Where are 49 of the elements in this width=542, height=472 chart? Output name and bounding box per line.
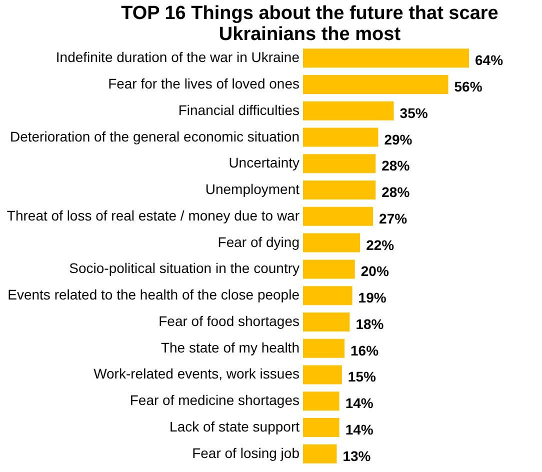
y-tick-label: Indefinite duration of the war in Ukraine xyxy=(56,49,300,66)
bar xyxy=(303,365,342,384)
y-tick-label: Deterioration of the general economic situation xyxy=(10,128,300,144)
data-label: 16% xyxy=(350,342,380,358)
data-label: 27% xyxy=(379,210,408,226)
y-tick-label: Uncertainty xyxy=(228,154,300,171)
y-tick-label: Fear of losing job xyxy=(192,444,300,461)
y-tick-label: Unemployment xyxy=(205,181,300,198)
y-tick-label: Financial difficulties xyxy=(178,102,300,118)
data-label: 35% xyxy=(400,104,428,121)
bar xyxy=(303,48,469,68)
bar xyxy=(303,260,355,279)
bar xyxy=(303,444,337,464)
bar xyxy=(303,75,448,94)
data-label: 29% xyxy=(384,131,413,148)
data-label: 15% xyxy=(348,368,376,385)
chart-title: TOP 16 Things about the future that scare Ukrainians the most xyxy=(121,3,498,45)
y-tick-label: Threat of loss of real estate / money due to war xyxy=(6,207,300,224)
data-label: 14% xyxy=(345,421,374,438)
bar xyxy=(303,392,340,411)
data-label: 64% xyxy=(475,52,504,68)
y-tick-label: Fear of dying xyxy=(218,234,300,250)
bar xyxy=(303,418,340,437)
y-tick-label: Fear of food shortages xyxy=(158,312,300,329)
y-tick-label: The state of my health xyxy=(160,339,300,356)
bar xyxy=(303,180,376,200)
data-label: 28% xyxy=(382,184,410,200)
y-tick-label: Events related to the health of the close people xyxy=(8,286,300,303)
bar xyxy=(303,312,350,332)
data-label: 18% xyxy=(356,316,384,332)
data-label: 56% xyxy=(454,78,483,95)
y-tick-label: Work-related events, work issues xyxy=(94,366,300,382)
data-label: 13% xyxy=(342,448,372,464)
data-label: 20% xyxy=(360,263,390,280)
bar xyxy=(303,101,394,120)
bar xyxy=(303,286,352,306)
bar xyxy=(303,338,344,358)
bar xyxy=(303,154,376,174)
bar xyxy=(303,206,374,226)
data-label: 14% xyxy=(345,395,374,412)
y-tick-label: Fear of medicine shortages xyxy=(130,392,300,408)
data-label: 22% xyxy=(366,236,395,253)
y-tick-label: Socio-political situation in the country xyxy=(69,260,300,276)
y-tick-label: Fear for the lives of loved ones xyxy=(108,76,300,92)
y-tick-label: Lack of state support xyxy=(170,418,300,434)
data-label: 19% xyxy=(358,290,387,306)
bar xyxy=(303,233,360,252)
bar xyxy=(303,128,378,147)
data-label: 28% xyxy=(382,158,410,174)
